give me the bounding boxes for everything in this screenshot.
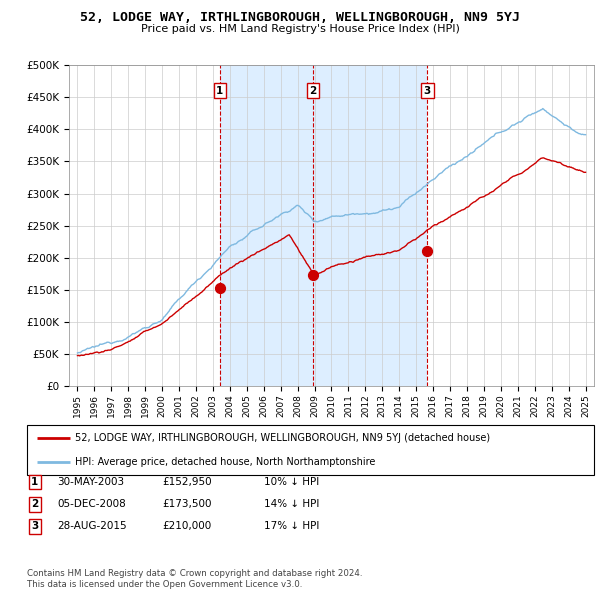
Text: 52, LODGE WAY, IRTHLINGBOROUGH, WELLINGBOROUGH, NN9 5YJ (detached house): 52, LODGE WAY, IRTHLINGBOROUGH, WELLINGB… <box>75 433 490 443</box>
Text: 28-AUG-2015: 28-AUG-2015 <box>57 522 127 531</box>
Text: HPI: Average price, detached house, North Northamptonshire: HPI: Average price, detached house, Nort… <box>75 457 376 467</box>
Text: £173,500: £173,500 <box>162 500 212 509</box>
Text: 14% ↓ HPI: 14% ↓ HPI <box>264 500 319 509</box>
Text: 3: 3 <box>424 86 431 96</box>
Text: 52, LODGE WAY, IRTHLINGBOROUGH, WELLINGBOROUGH, NN9 5YJ: 52, LODGE WAY, IRTHLINGBOROUGH, WELLINGB… <box>80 11 520 24</box>
Bar <box>220 65 313 386</box>
Text: 10% ↓ HPI: 10% ↓ HPI <box>264 477 319 487</box>
Text: 05-DEC-2008: 05-DEC-2008 <box>57 500 126 509</box>
Point <box>215 283 224 293</box>
Text: 3: 3 <box>31 522 38 531</box>
Text: Contains HM Land Registry data © Crown copyright and database right 2024.
This d: Contains HM Land Registry data © Crown c… <box>27 569 362 589</box>
Text: £152,950: £152,950 <box>162 477 212 487</box>
Point <box>422 247 432 256</box>
Text: 1: 1 <box>31 477 38 487</box>
Text: 17% ↓ HPI: 17% ↓ HPI <box>264 522 319 531</box>
FancyBboxPatch shape <box>27 425 594 475</box>
Bar <box>313 65 427 386</box>
Text: Price paid vs. HM Land Registry's House Price Index (HPI): Price paid vs. HM Land Registry's House … <box>140 24 460 34</box>
Text: 30-MAY-2003: 30-MAY-2003 <box>57 477 124 487</box>
Text: £210,000: £210,000 <box>162 522 211 531</box>
Text: 1: 1 <box>216 86 224 96</box>
Text: 2: 2 <box>310 86 317 96</box>
Point <box>308 270 318 280</box>
Text: 2: 2 <box>31 500 38 509</box>
